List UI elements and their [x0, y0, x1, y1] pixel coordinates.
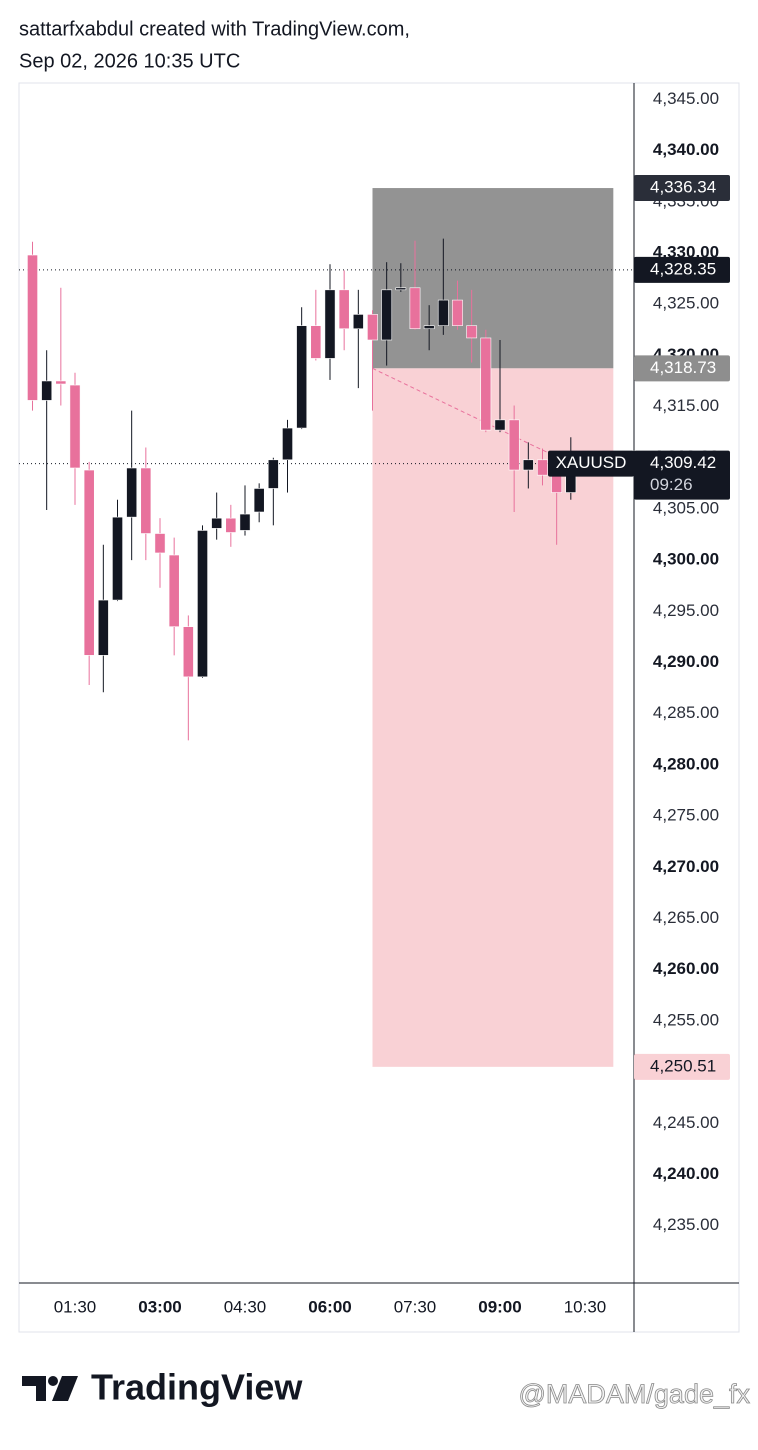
y-tick-label: 4,255.00: [653, 1010, 719, 1029]
y-tick-label: 4,345.00: [653, 89, 719, 108]
candle-body: [69, 384, 81, 469]
candle-body: [225, 517, 237, 533]
x-tick-label: 09:00: [478, 1297, 521, 1316]
candle-body: [437, 299, 449, 326]
y-tick-label: 4,240.00: [653, 1164, 719, 1183]
candle-body: [41, 380, 53, 401]
candle-body: [296, 325, 308, 429]
candle-body: [140, 467, 152, 534]
y-tick-label: 4,300.00: [653, 550, 719, 569]
x-tick-label: 07:30: [394, 1297, 437, 1316]
header-line: sattarfxabdul created with TradingView.c…: [19, 18, 410, 40]
y-tick-label: 4,290.00: [653, 652, 719, 671]
countdown-label: 09:26: [650, 475, 693, 494]
y-tick-label: 4,260.00: [653, 959, 719, 978]
candle-body: [197, 530, 208, 678]
footer-logo: TradingView: [91, 1367, 303, 1408]
plot-area: [19, 188, 634, 1067]
entry-badge-label: 4,318.73: [650, 358, 716, 377]
logo-shape: [52, 1376, 78, 1401]
candle-body: [423, 325, 435, 330]
candle-body: [112, 516, 123, 601]
y-tick-label: 4,270.00: [653, 857, 719, 876]
position-path: [372, 367, 572, 465]
y-tick-label: 4,235.00: [653, 1215, 719, 1234]
candle-body: [480, 337, 492, 431]
candle-body: [239, 513, 251, 531]
price-line-badge-label: 4,328.35: [650, 259, 716, 278]
header-line: Sep 02, 2026 10:35 UTC: [19, 50, 240, 72]
candle-body: [267, 459, 279, 489]
y-tick-label: 4,265.00: [653, 908, 719, 927]
candle-body: [522, 459, 534, 471]
candle-body: [27, 254, 38, 401]
symbol-badge: [548, 450, 634, 477]
candle-body: [55, 380, 67, 385]
candle-body: [211, 517, 223, 529]
symbol-label: XAUUSD: [556, 453, 627, 472]
candle-body: [83, 469, 95, 656]
candle-body: [395, 287, 407, 291]
candle-body: [537, 459, 548, 476]
target-badge-label: 4,250.51: [650, 1056, 716, 1075]
candle-body: [367, 314, 378, 341]
y-tick-label: 4,285.00: [653, 703, 719, 722]
y-tick-label: 4,330.00: [653, 242, 719, 261]
x-tick-label: 01:30: [54, 1297, 97, 1316]
x-tick-label: 10:30: [564, 1297, 607, 1316]
last-price-badge: [634, 450, 730, 500]
candle-body: [494, 419, 506, 431]
candle-body: [508, 419, 520, 471]
candle-body: [182, 626, 194, 678]
candle-body: [282, 427, 293, 461]
candle-body: [409, 287, 421, 330]
price-line-badge: [634, 256, 730, 283]
entry-badge: [634, 355, 730, 382]
y-tick-label: 4,245.00: [653, 1113, 719, 1132]
stop-badge-label: 4,336.34: [650, 178, 716, 197]
y-tick-label: 4,315.00: [653, 396, 719, 415]
price-badges: 4,336.34 4,318.73 4,250.51 4,328.35 4,309.42…: [548, 175, 730, 1080]
y-tick-label: 4,340.00: [653, 140, 719, 159]
y-tick-label: 4,305.00: [653, 498, 719, 517]
candle-body: [253, 488, 265, 513]
y-tick-label: 4,295.00: [653, 601, 719, 620]
y-tick-label: 4,275.00: [653, 806, 719, 825]
candle-body: [338, 289, 350, 330]
candle-body: [324, 289, 336, 359]
x-tick-label: 04:30: [224, 1297, 267, 1316]
x-tick-label: 06:00: [308, 1297, 351, 1316]
candle-body: [310, 325, 322, 359]
candle-body: [381, 289, 393, 341]
stop-zone: [372, 188, 614, 369]
y-tick-label: 4,325.00: [653, 294, 719, 313]
candle-body: [168, 554, 180, 627]
target-badge: [634, 1053, 730, 1080]
watermark: @MADAM/gade_fx: [519, 1379, 751, 1409]
logo-shape: [48, 1376, 58, 1386]
x-tick-label: 03:00: [138, 1297, 181, 1316]
stop-badge: [634, 175, 730, 202]
logo-icon: [22, 1376, 78, 1401]
candle-body: [126, 467, 138, 518]
candle-body: [154, 533, 166, 554]
candle-body: [551, 474, 563, 493]
candle-body: [466, 325, 478, 339]
candle-body: [97, 599, 109, 656]
candle-body: [452, 299, 463, 326]
candle-body: [352, 314, 364, 330]
y-tick-label: 4,280.00: [653, 754, 719, 773]
logo-shape: [22, 1376, 46, 1401]
last-price-label: 4,309.42: [650, 453, 716, 472]
